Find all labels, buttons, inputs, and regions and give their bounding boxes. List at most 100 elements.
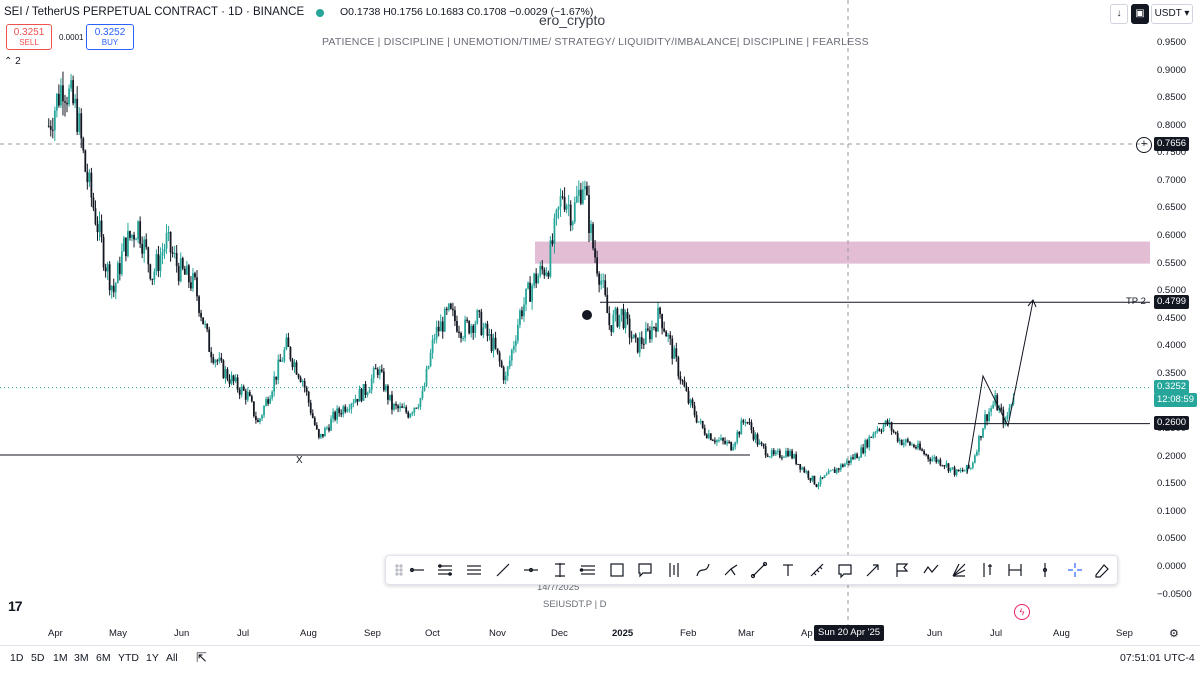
drawing-toolbar[interactable]: [385, 555, 1118, 585]
candle-body: [299, 377, 302, 383]
vertical-text-icon[interactable]: [551, 561, 569, 579]
candle-body: [630, 337, 633, 339]
candle-body: [376, 369, 379, 376]
timeframe-button[interactable]: 6M: [96, 652, 111, 664]
date-range-icon[interactable]: [1006, 561, 1024, 579]
arrow-icon[interactable]: [864, 561, 882, 579]
horizontal-lines-icon[interactable]: [465, 561, 483, 579]
candle-body: [307, 391, 310, 403]
candle-body: [139, 221, 142, 244]
horizontal-ray-icon[interactable]: [408, 561, 426, 579]
timeframe-button[interactable]: 1Y: [146, 652, 159, 664]
candle-body: [344, 406, 347, 412]
eraser-icon[interactable]: [1092, 561, 1110, 579]
rectangle-icon[interactable]: [608, 561, 626, 579]
currency-selector[interactable]: USDT ▾: [1151, 4, 1193, 24]
tradingview-logo[interactable]: 17: [8, 598, 23, 614]
parallel-lines-icon[interactable]: [436, 561, 454, 579]
flag-icon[interactable]: [893, 561, 911, 579]
candle-body: [267, 399, 269, 404]
candle-body: [917, 443, 919, 449]
candle-body: [257, 420, 259, 423]
candle-body: [978, 436, 980, 452]
horizontal-line-icon[interactable]: [522, 561, 540, 579]
candle-body: [368, 389, 371, 393]
candle-body: [622, 308, 625, 329]
candle-body: [620, 308, 623, 315]
candle-body: [754, 434, 757, 440]
event-marker-icon[interactable]: [582, 310, 592, 320]
trend-line-icon[interactable]: [494, 561, 512, 579]
crosshair-date-badge: Sun 20 Apr '25: [814, 625, 885, 641]
supply-zone: [535, 241, 1150, 264]
screenshot-button[interactable]: ▣: [1131, 4, 1149, 24]
timeframe-button[interactable]: 1D: [10, 652, 24, 664]
candle-body: [437, 326, 440, 332]
candle-body: [778, 450, 781, 458]
price-tick-label: 0.6500: [1157, 202, 1187, 214]
candle-body: [135, 239, 137, 241]
fib-retracement-icon[interactable]: [579, 561, 597, 579]
lightning-icon[interactable]: ϟ: [1014, 604, 1030, 620]
candle-body: [671, 338, 674, 359]
candle-body: [768, 456, 771, 458]
candle-body: [324, 427, 326, 437]
timeframe-button[interactable]: 5D: [31, 652, 45, 664]
candle-body: [748, 422, 751, 424]
candle-body: [567, 204, 570, 206]
price-tick-label: 0.5000: [1157, 285, 1187, 297]
candle-body: [289, 346, 292, 360]
comment-icon[interactable]: [836, 561, 854, 579]
ruler-icon[interactable]: [808, 561, 826, 579]
callout-icon[interactable]: [636, 561, 654, 579]
path-icon[interactable]: [694, 561, 712, 579]
price-chart[interactable]: [0, 0, 1200, 645]
pitchfork-icon[interactable]: [722, 561, 740, 579]
candle-body: [894, 431, 897, 434]
candle-body: [882, 425, 885, 432]
candle-body: [839, 464, 842, 470]
candle-body: [628, 318, 631, 338]
candle-body: [789, 450, 791, 457]
settings-icon[interactable]: ⚙: [1169, 628, 1179, 640]
add-alert-icon[interactable]: +: [1136, 137, 1152, 153]
buy-button[interactable]: 0.3252 BUY: [86, 24, 134, 50]
drag-handle-icon[interactable]: [390, 561, 408, 579]
date-range-icon[interactable]: ⇱: [196, 650, 207, 665]
candle-body: [468, 320, 471, 334]
candle-body: [64, 101, 66, 103]
candle-body: [980, 436, 982, 438]
long-position-icon[interactable]: [665, 561, 683, 579]
sell-button[interactable]: 0.3251 SELL: [6, 24, 52, 50]
text-icon[interactable]: [779, 561, 797, 579]
symbol-title[interactable]: SEI / TetherUS PERPETUAL CONTRACT · 1D ·…: [4, 6, 305, 18]
crosshair-icon[interactable]: [1066, 561, 1084, 579]
candle-body: [68, 88, 70, 105]
download-button[interactable]: ↓: [1110, 4, 1128, 24]
candle-body: [756, 434, 759, 445]
candle-body: [774, 451, 777, 455]
brush-icon[interactable]: [750, 561, 768, 579]
timeframe-button[interactable]: 1M: [53, 652, 68, 664]
candle-body: [57, 93, 60, 106]
price-range-icon[interactable]: [978, 561, 996, 579]
candle-body: [175, 253, 178, 267]
indicators-toggle[interactable]: ⌃ 2: [4, 56, 21, 67]
timeframe-button[interactable]: 3M: [74, 652, 89, 664]
candle-body: [230, 375, 233, 384]
vertical-line-icon[interactable]: [1036, 561, 1054, 579]
clock[interactable]: 07:51:01 UTC-4: [1120, 652, 1195, 664]
candle-body: [133, 234, 135, 240]
timeframe-button[interactable]: YTD: [118, 652, 139, 664]
timeframe-button[interactable]: All: [166, 652, 178, 664]
candle-body: [183, 268, 186, 275]
candle-body: [850, 457, 852, 463]
symbol-note: SEIUSDT.P | D: [543, 599, 607, 610]
fib-fan-icon[interactable]: [950, 561, 968, 579]
candle-body: [880, 430, 883, 432]
candle-body: [275, 376, 278, 380]
candle-body: [990, 408, 993, 412]
candle-body: [766, 455, 769, 457]
zigzag-icon[interactable]: [922, 561, 940, 579]
candle-body: [699, 420, 702, 422]
